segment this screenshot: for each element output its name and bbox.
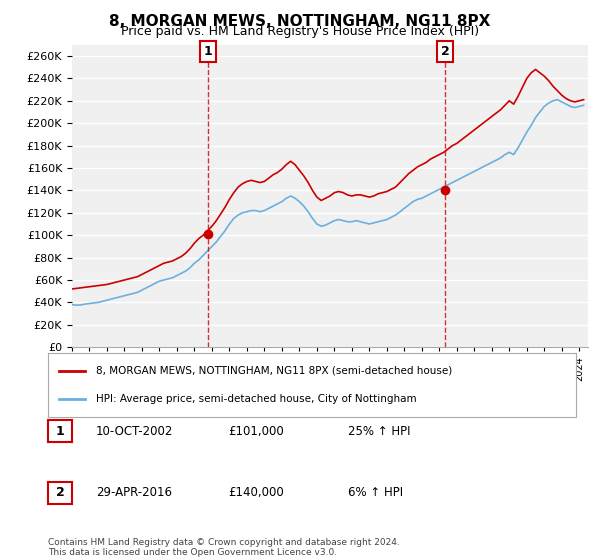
- Text: £101,000: £101,000: [228, 424, 284, 438]
- Text: 8, MORGAN MEWS, NOTTINGHAM, NG11 8PX: 8, MORGAN MEWS, NOTTINGHAM, NG11 8PX: [109, 14, 491, 29]
- Text: 2: 2: [56, 486, 64, 500]
- Text: 6% ↑ HPI: 6% ↑ HPI: [348, 486, 403, 500]
- Text: Price paid vs. HM Land Registry's House Price Index (HPI): Price paid vs. HM Land Registry's House …: [121, 25, 479, 38]
- Text: Contains HM Land Registry data © Crown copyright and database right 2024.
This d: Contains HM Land Registry data © Crown c…: [48, 538, 400, 557]
- Text: 1: 1: [204, 45, 212, 58]
- Text: 1: 1: [56, 424, 64, 438]
- Text: 10-OCT-2002: 10-OCT-2002: [96, 424, 173, 438]
- Text: £140,000: £140,000: [228, 486, 284, 500]
- Text: 2: 2: [441, 45, 449, 58]
- Text: 8, MORGAN MEWS, NOTTINGHAM, NG11 8PX (semi-detached house): 8, MORGAN MEWS, NOTTINGHAM, NG11 8PX (se…: [95, 366, 452, 376]
- Text: 29-APR-2016: 29-APR-2016: [96, 486, 172, 500]
- Text: HPI: Average price, semi-detached house, City of Nottingham: HPI: Average price, semi-detached house,…: [95, 394, 416, 404]
- Text: 25% ↑ HPI: 25% ↑ HPI: [348, 424, 410, 438]
